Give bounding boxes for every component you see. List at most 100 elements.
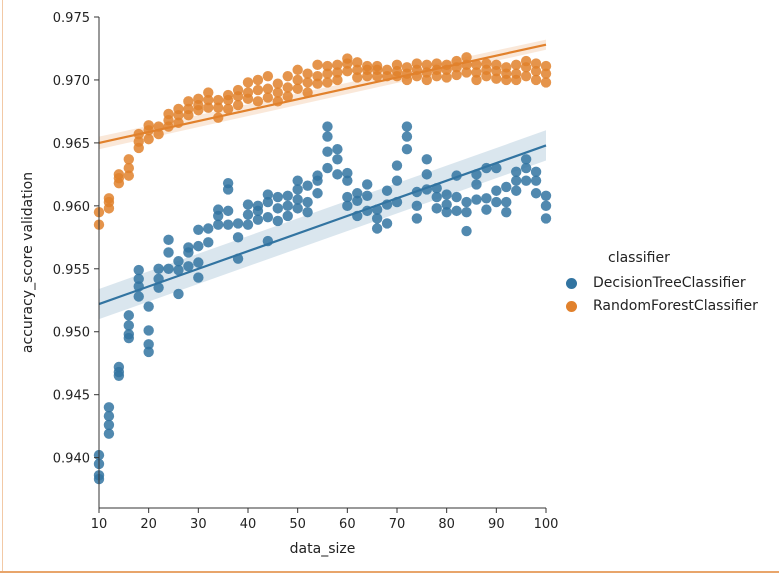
data-point-decision-tree (153, 263, 164, 274)
y-axis-label: accuracy_score validation (20, 172, 36, 353)
data-point-random-forest (282, 91, 293, 102)
data-point-decision-tree (213, 204, 224, 215)
regression-lines (98, 43, 547, 306)
data-point-decision-tree (103, 419, 115, 431)
data-point-decision-tree (362, 190, 373, 201)
data-point-random-forest (391, 59, 403, 71)
data-point-decision-tree (312, 188, 323, 199)
data-point-decision-tree (540, 190, 552, 201)
data-point-decision-tree (342, 191, 353, 203)
data-point-decision-tree (222, 219, 234, 230)
data-point-decision-tree (352, 195, 363, 207)
data-point-random-forest (421, 74, 432, 86)
data-point-decision-tree (143, 325, 154, 336)
data-point-decision-tree (282, 210, 293, 222)
data-point-decision-tree (530, 166, 542, 178)
data-point-decision-tree (431, 203, 442, 214)
data-point-decision-tree (540, 200, 552, 212)
data-point-random-forest (322, 60, 333, 72)
left-border (2, 0, 3, 573)
data-point-random-forest (213, 102, 224, 113)
data-point-decision-tree (540, 213, 552, 224)
data-point-decision-tree (272, 203, 283, 214)
x-tick-label: 40 (240, 517, 257, 532)
data-point-decision-tree (292, 194, 303, 205)
data-point-decision-tree (203, 223, 214, 234)
data-point-random-forest (183, 96, 194, 107)
y-tick-label: 0.975 (53, 11, 90, 26)
x-tick-label: 80 (438, 517, 455, 532)
data-point-decision-tree (252, 214, 264, 225)
data-point-random-forest (272, 78, 283, 89)
data-point-random-forest (252, 74, 264, 86)
data-point-random-forest (352, 72, 363, 83)
data-point-decision-tree (143, 339, 154, 350)
y-tick-label: 0.945 (53, 389, 90, 404)
data-point-decision-tree (183, 242, 194, 253)
data-point-random-forest (332, 59, 343, 71)
data-point-decision-tree (193, 272, 204, 283)
data-point-decision-tree (113, 361, 125, 373)
data-point-random-forest (401, 62, 413, 73)
data-point-decision-tree (461, 196, 472, 208)
data-point-random-forest (203, 87, 214, 98)
data-point-decision-tree (242, 219, 254, 230)
data-point-decision-tree (491, 185, 502, 196)
data-point-decision-tree (213, 219, 224, 230)
data-point-random-forest (262, 83, 274, 94)
data-point-decision-tree (282, 190, 293, 201)
data-point-decision-tree (133, 264, 144, 276)
data-point-random-forest (461, 52, 472, 63)
data-point-decision-tree (501, 196, 512, 208)
data-point-decision-tree (431, 191, 442, 203)
legend-item-random-forest: RandomForestClassifier (566, 298, 758, 314)
data-point-random-forest (530, 65, 542, 77)
data-point-random-forest (342, 65, 353, 77)
data-point-random-forest (193, 93, 204, 105)
data-point-random-forest (441, 72, 452, 83)
data-point-decision-tree (153, 282, 164, 293)
data-point-random-forest (232, 99, 244, 111)
data-point-decision-tree (461, 225, 472, 237)
data-point-decision-tree (302, 180, 313, 191)
data-point-random-forest (123, 162, 134, 174)
data-point-decision-tree (103, 410, 115, 422)
data-point-decision-tree (292, 184, 303, 195)
data-point-random-forest (282, 82, 293, 93)
data-point-random-forest (262, 92, 274, 103)
data-point-decision-tree (441, 189, 452, 200)
data-point-decision-tree (451, 205, 462, 217)
data-point-random-forest (163, 108, 174, 120)
legend-marker-decision-tree (566, 277, 577, 289)
data-point-random-forest (302, 87, 313, 98)
data-point-decision-tree (491, 162, 502, 174)
data-point-decision-tree (302, 196, 313, 208)
data-point-random-forest (540, 77, 552, 88)
data-point-random-forest (242, 87, 254, 98)
data-point-random-forest (133, 136, 144, 147)
data-point-random-forest (332, 67, 343, 78)
data-point-random-forest (332, 74, 343, 86)
data-point-decision-tree (421, 154, 432, 165)
data-point-decision-tree (173, 288, 184, 300)
data-point-random-forest (272, 87, 283, 98)
data-point-random-forest (471, 67, 482, 78)
data-point-random-forest (232, 84, 244, 96)
data-point-decision-tree (262, 189, 274, 200)
data-point-decision-tree (123, 329, 134, 340)
data-point-decision-tree (302, 206, 313, 218)
data-point-random-forest (312, 70, 323, 82)
data-point-random-forest (381, 64, 393, 76)
data-point-random-forest (421, 59, 432, 71)
data-point-random-forest (183, 103, 194, 115)
data-point-random-forest (222, 103, 234, 115)
data-point-decision-tree (163, 247, 174, 258)
bottom-border (0, 571, 779, 573)
data-point-random-forest (213, 94, 224, 106)
data-point-decision-tree (332, 169, 343, 180)
data-point-decision-tree (520, 162, 532, 174)
data-point-random-forest (352, 64, 363, 76)
data-point-random-forest (451, 69, 462, 81)
data-point-decision-tree (123, 320, 134, 331)
